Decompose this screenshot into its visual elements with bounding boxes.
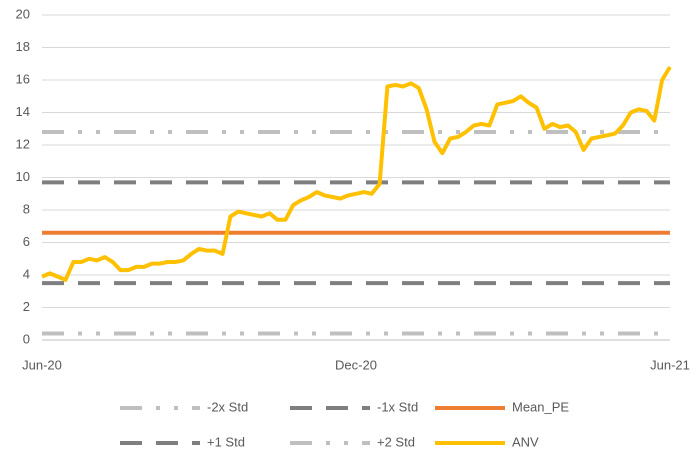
y-tick-label: 10 bbox=[16, 169, 30, 184]
y-tick-label: 12 bbox=[16, 136, 30, 151]
legend-label: +1 Std bbox=[207, 434, 245, 449]
legend-label: -2x Std bbox=[207, 399, 248, 414]
y-tick-label: 16 bbox=[16, 71, 30, 86]
x-tick-label: Dec-20 bbox=[335, 357, 377, 372]
x-tick-label: Jun-20 bbox=[22, 357, 62, 372]
legend-label: -1x Std bbox=[377, 399, 418, 414]
legend-label: ANV bbox=[512, 434, 539, 449]
y-tick-label: 0 bbox=[23, 331, 30, 346]
y-tick-label: 18 bbox=[16, 39, 30, 54]
legend-label: +2 Std bbox=[377, 434, 415, 449]
legend-label: Mean_PE bbox=[512, 399, 569, 414]
y-tick-label: 2 bbox=[23, 299, 30, 314]
y-tick-label: 4 bbox=[23, 266, 30, 281]
y-tick-label: 14 bbox=[16, 104, 30, 119]
y-tick-label: 20 bbox=[16, 6, 30, 21]
series-line bbox=[41, 65, 672, 282]
y-tick-label: 6 bbox=[23, 234, 30, 249]
x-tick-label: Jun-21 bbox=[650, 357, 690, 372]
y-tick-label: 8 bbox=[23, 201, 30, 216]
